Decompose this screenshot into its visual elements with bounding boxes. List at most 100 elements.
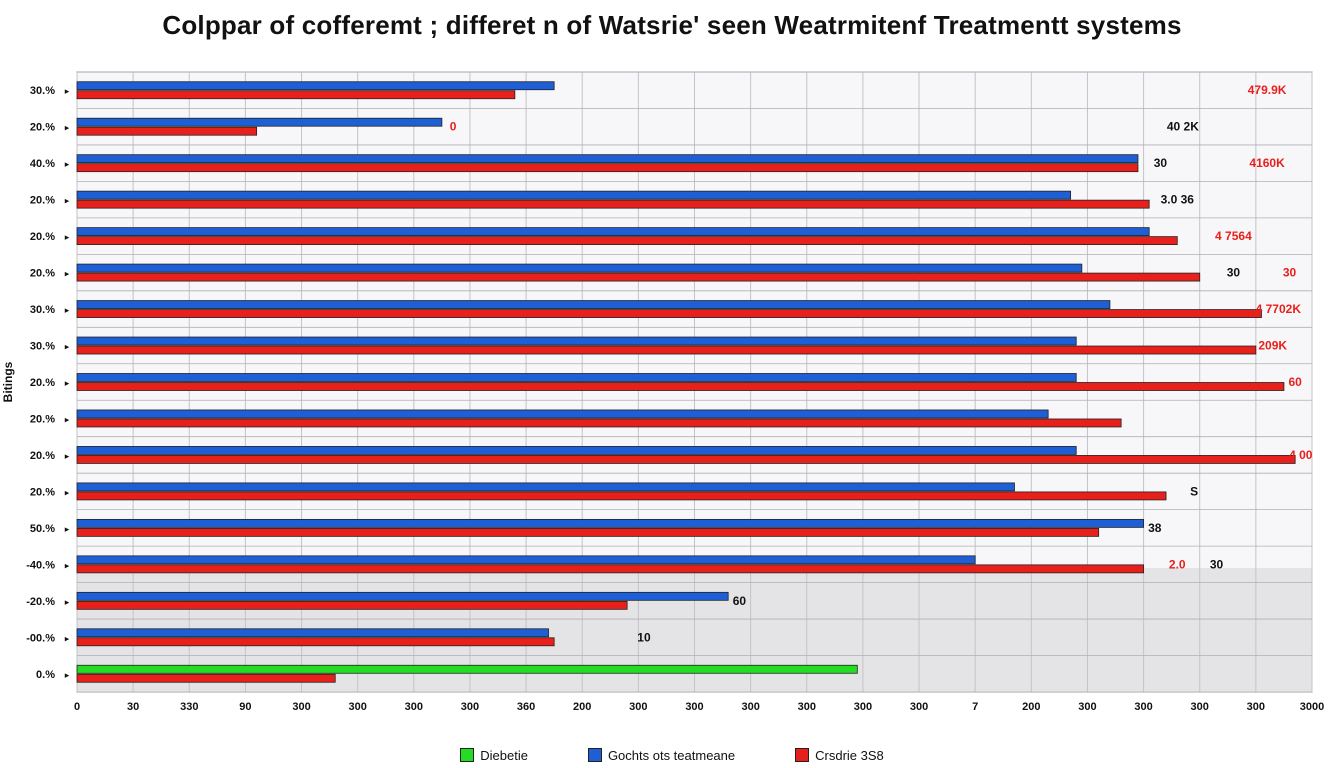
axis-layer: 30.% ▸ 20.% ▸ 40.% ▸ 20.% ▸ 20.% ▸ 20.% ▸ 30.% ▸ 30.% ▸… (1, 85, 1324, 713)
y-tick-arrow: ▸ (65, 87, 70, 97)
y-tick-arrow: ▸ (65, 197, 70, 207)
x-tick-label: 300 (910, 701, 928, 713)
bar-chart: 479.9K 0 40 2K 30 4160K 3.0 36 4 7564 30 30 4 770… (1, 71, 1324, 713)
bar-blue (76, 227, 1150, 237)
y-tick-label: 20.% (30, 486, 55, 498)
bar-blue (76, 263, 1083, 273)
data-label: 4 00 (1289, 448, 1313, 462)
bar-blue (76, 482, 1015, 492)
y-tick-label: 40.% (30, 158, 55, 170)
y-tick-label: 20.% (30, 377, 55, 389)
data-label: 40 2K (1167, 120, 1199, 134)
legend-label: Diebetie (480, 747, 528, 763)
data-label: 30 (1210, 557, 1224, 571)
y-tick-arrow: ▸ (65, 561, 70, 571)
y-tick-label: 20.% (30, 195, 55, 207)
bar-blue (76, 300, 1111, 309)
y-tick-arrow: ▸ (65, 306, 70, 316)
bar-red (76, 455, 1296, 464)
y-tick-label: 30.% (30, 85, 55, 97)
bar-red (76, 126, 258, 136)
bar-red (76, 564, 1144, 574)
x-tick-label: 300 (741, 701, 759, 713)
data-label: 30 (1283, 266, 1297, 280)
data-label: 4160K (1249, 156, 1285, 170)
bar-red (76, 382, 1285, 391)
y-tick-label: 50.% (30, 523, 55, 535)
x-tick-label: 300 (629, 701, 647, 713)
bar-blue (76, 154, 1139, 164)
legend-swatch-blue (587, 748, 602, 762)
bar-red (76, 163, 1139, 173)
chart-title: Colppar of cofferemt ; differet n of Wat… (162, 10, 1182, 40)
y-tick-label: 30.% (30, 341, 55, 353)
y-tick-arrow: ▸ (65, 488, 70, 498)
bar-blue (76, 117, 443, 127)
y-tick-arrow: ▸ (65, 415, 70, 425)
y-tick-label: -40.% (26, 559, 55, 571)
y-tick-label: 0.% (36, 669, 55, 681)
legend-label: Gochts ots teatmeane (607, 747, 736, 763)
bar-red (76, 527, 1100, 537)
x-tick-label: 3000 (1300, 701, 1324, 713)
y-tick-label: 20.% (30, 231, 55, 243)
y-tick-label: 20.% (30, 122, 55, 134)
bar-red (76, 600, 628, 610)
y-axis-title: Bitings (1, 361, 15, 402)
x-tick-label: 300 (685, 701, 703, 713)
bar-red (76, 199, 1150, 209)
x-tick-label: 90 (239, 701, 251, 713)
x-tick-label: 200 (573, 701, 591, 713)
x-tick-label: 0 (74, 701, 80, 713)
x-tick-label: 300 (405, 701, 423, 713)
data-label: 10 (637, 630, 651, 644)
y-tick-arrow: ▸ (65, 598, 70, 608)
grid-layer (76, 71, 1313, 693)
data-label: 209K (1258, 339, 1287, 353)
bar-blue (76, 628, 549, 638)
y-tick-arrow: ▸ (65, 452, 70, 462)
bar-blue (76, 81, 555, 91)
bar-blue (76, 409, 1049, 419)
x-tick-label: 300 (1191, 701, 1209, 713)
bar-blue (76, 555, 976, 565)
y-tick-arrow: ▸ (65, 379, 70, 389)
y-tick-arrow: ▸ (65, 343, 70, 353)
data-label: 4 7702K (1256, 302, 1302, 316)
bar-red (76, 491, 1167, 501)
data-label: 30 (1227, 266, 1241, 280)
y-tick-label: 20.% (30, 450, 55, 462)
legend-item-green: Diebetie (460, 748, 528, 763)
x-tick-label: 300 (798, 701, 816, 713)
x-tick-label: 300 (292, 701, 310, 713)
y-tick-arrow: ▸ (65, 160, 70, 170)
data-label: S (1190, 484, 1198, 498)
bars-layer (76, 81, 1296, 683)
x-tick-label: 300 (349, 701, 367, 713)
y-tick-label: 20.% (30, 268, 55, 280)
y-tick-label: -20.% (26, 596, 55, 608)
x-tick-label: 300 (1247, 701, 1265, 713)
legend-item-blue: Gochts ots teatmeane (587, 747, 736, 763)
data-label: 4 7564 (1215, 229, 1252, 243)
data-label: 2.0 (1169, 557, 1186, 571)
bar-red (76, 309, 1262, 318)
legend-label: Crsdrie 3S8 (815, 747, 884, 763)
x-tick-label: 300 (854, 701, 872, 713)
bar-red (76, 272, 1201, 282)
bar-blue (76, 518, 1144, 528)
y-tick-label: 20.% (30, 413, 55, 425)
x-tick-label: 7 (972, 701, 978, 713)
x-tick-label: 330 (180, 701, 198, 713)
data-label: 0 (450, 120, 457, 134)
x-tick-label: 30 (127, 701, 139, 713)
bar-blue (76, 190, 1072, 200)
y-tick-arrow: ▸ (65, 233, 70, 243)
x-tick-label: 200 (1022, 701, 1040, 713)
data-label: 30 (1154, 156, 1168, 170)
data-label: 60 (733, 594, 747, 608)
labels-layer: 479.9K 0 40 2K 30 4160K 3.0 36 4 7564 30 30 4 770… (450, 83, 1313, 644)
legend: Diebetie Gochts ots teatmeane Crsdrie 3S… (0, 744, 1344, 766)
data-label: 3.0 36 (1161, 193, 1195, 207)
y-tick-arrow: ▸ (65, 634, 70, 644)
